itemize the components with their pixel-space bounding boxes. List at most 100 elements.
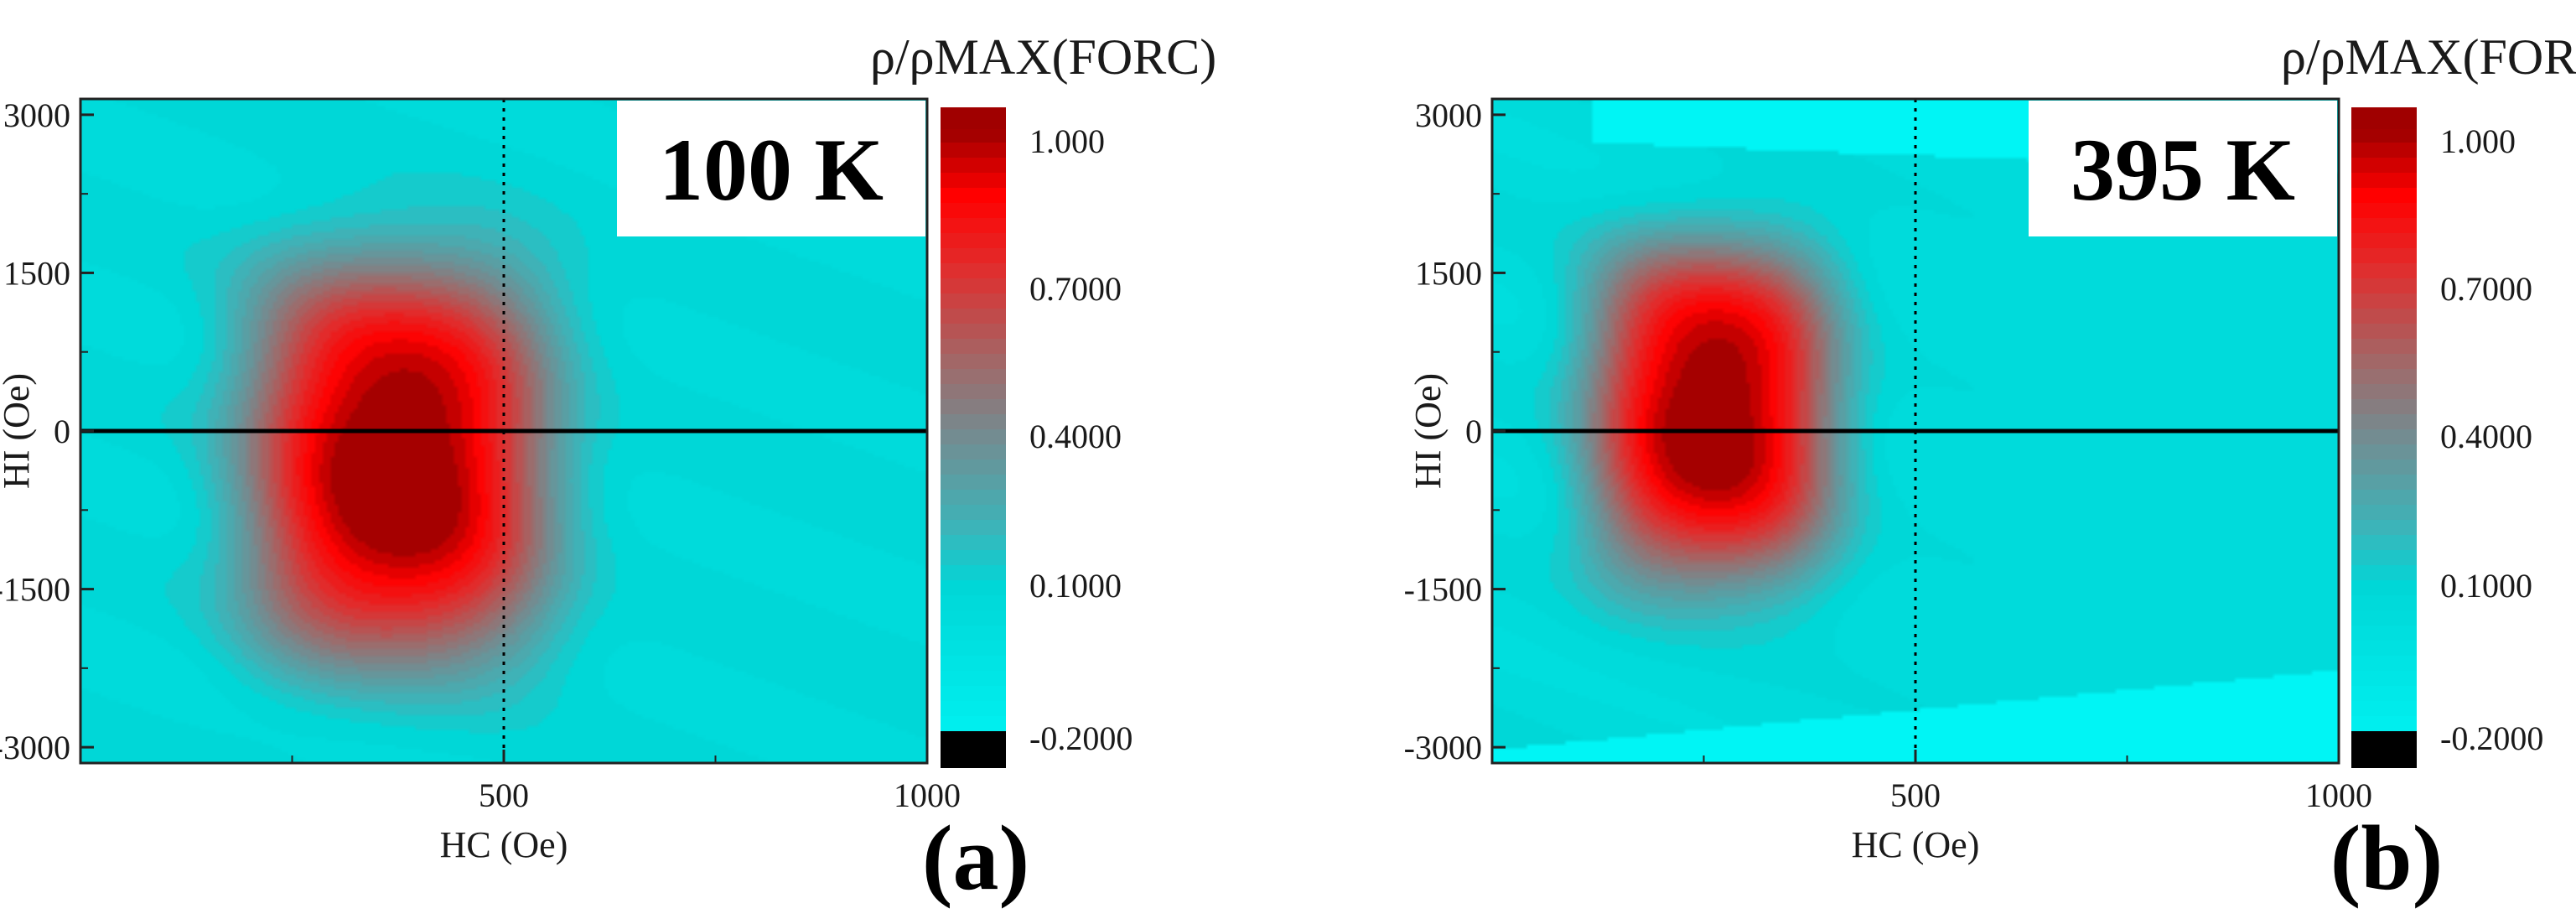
colorbar-step bbox=[941, 716, 1006, 732]
colorbar-step bbox=[2351, 143, 2417, 158]
y-tick-label: -1500 bbox=[1404, 571, 1482, 609]
colorbar-step bbox=[941, 203, 1006, 219]
temperature-label-box bbox=[2029, 101, 2337, 236]
colorbar-step bbox=[941, 671, 1006, 687]
colorbar-step bbox=[941, 610, 1006, 626]
y-axis-label: HI (Oe) bbox=[0, 373, 37, 489]
colorbar-step bbox=[941, 626, 1006, 641]
colorbar-step bbox=[941, 565, 1006, 581]
colorbar-step bbox=[941, 460, 1006, 475]
colorbar-tick-label: -0.2000 bbox=[1029, 719, 1133, 757]
colorbar-step bbox=[941, 490, 1006, 506]
y-tick-label: 3000 bbox=[1415, 96, 1482, 134]
colorbar-step bbox=[941, 595, 1006, 611]
forc-panel-a: 3000 1500 0 -1500 -3000 500 1000 HC (Oe) HI (Oe)… bbox=[0, 29, 1216, 909]
colorbar-step bbox=[2351, 656, 2417, 672]
colorbar-step bbox=[941, 309, 1006, 325]
colorbar-step bbox=[2351, 248, 2417, 264]
colorbar-step bbox=[2351, 535, 2417, 551]
colorbar-step bbox=[2351, 233, 2417, 249]
colorbar-step bbox=[2351, 550, 2417, 566]
colorbar-top-cap bbox=[941, 107, 1006, 129]
panel-label: (b) bbox=[2330, 807, 2443, 909]
colorbar-step bbox=[2351, 610, 2417, 626]
colorbar-step bbox=[2351, 716, 2417, 732]
colorbar-step bbox=[941, 218, 1006, 234]
colorbar-step bbox=[941, 127, 1006, 143]
colorbar-step bbox=[2351, 354, 2417, 370]
colorbar-step bbox=[2351, 626, 2417, 641]
colorbar-step bbox=[2351, 701, 2417, 717]
colorbar-title: ρ/ρMAX(FORC) bbox=[870, 29, 1216, 85]
colorbar-step bbox=[2351, 218, 2417, 234]
colorbar-step bbox=[2351, 384, 2417, 400]
colorbar-tick-label: 0.7000 bbox=[2440, 270, 2532, 308]
colorbar-bottom-cap bbox=[941, 731, 1006, 768]
colorbar-step bbox=[941, 233, 1006, 249]
colorbar-step bbox=[941, 278, 1006, 294]
colorbar-step bbox=[941, 293, 1006, 309]
temperature-label: 395 K bbox=[2071, 121, 2295, 219]
colorbar-title: ρ/ρMAX(FORC) bbox=[2281, 29, 2576, 85]
colorbar-step bbox=[2351, 580, 2417, 596]
colorbar-step bbox=[2351, 595, 2417, 611]
colorbar-tick-label: 0.4000 bbox=[2440, 418, 2532, 455]
colorbar-step bbox=[941, 686, 1006, 702]
colorbar-step bbox=[941, 158, 1006, 174]
colorbar-step bbox=[941, 520, 1006, 536]
colorbar-step bbox=[941, 188, 1006, 204]
y-tick-label: 3000 bbox=[3, 96, 70, 134]
temperature-label: 100 K bbox=[659, 121, 884, 219]
colorbar-step bbox=[941, 550, 1006, 566]
colorbar-step bbox=[941, 263, 1006, 279]
colorbar-step bbox=[2351, 324, 2417, 340]
colorbar-step bbox=[2351, 490, 2417, 506]
colorbar-step bbox=[2351, 671, 2417, 687]
colorbar-step bbox=[2351, 158, 2417, 174]
colorbar-step bbox=[2351, 429, 2417, 445]
colorbar-tick-label: 0.1000 bbox=[2440, 567, 2532, 605]
colorbar-step bbox=[941, 505, 1006, 521]
colorbar-step bbox=[941, 656, 1006, 672]
colorbar-tick-label: 0.7000 bbox=[1029, 270, 1122, 308]
x-tick-label: 1000 bbox=[894, 776, 961, 814]
y-tick-label: 1500 bbox=[1415, 254, 1482, 292]
colorbar-tick-label: -0.2000 bbox=[2440, 719, 2543, 757]
colorbar-bottom-cap bbox=[2351, 731, 2417, 768]
colorbar-step bbox=[941, 173, 1006, 189]
y-tick-label: -3000 bbox=[0, 729, 70, 766]
colorbar-step bbox=[2351, 505, 2417, 521]
y-tick-label: 0 bbox=[54, 413, 70, 450]
colorbar-step bbox=[2351, 127, 2417, 143]
colorbar-step bbox=[941, 324, 1006, 340]
colorbar-step bbox=[2351, 414, 2417, 430]
y-tick-label: 0 bbox=[1465, 413, 1482, 450]
y-tick-label: -3000 bbox=[1404, 729, 1482, 766]
colorbar-tick-label: 0.4000 bbox=[1029, 418, 1122, 455]
colorbar-step bbox=[941, 535, 1006, 551]
colorbar-step bbox=[2351, 520, 2417, 536]
colorbar-step bbox=[941, 384, 1006, 400]
colorbar-step bbox=[941, 475, 1006, 491]
x-tick-label: 500 bbox=[1890, 776, 1941, 814]
colorbar-step bbox=[941, 414, 1006, 430]
panel-label: (a) bbox=[922, 807, 1029, 909]
colorbar-step bbox=[2351, 399, 2417, 415]
colorbar-step bbox=[941, 248, 1006, 264]
y-tick-label: 1500 bbox=[3, 254, 70, 292]
colorbar-step bbox=[941, 444, 1006, 460]
colorbar-tick-label: 0.1000 bbox=[1029, 567, 1122, 605]
colorbar-step bbox=[2351, 263, 2417, 279]
colorbar-step bbox=[2351, 444, 2417, 460]
x-axis-label: HC (Oe) bbox=[1852, 824, 1980, 865]
colorbar-step bbox=[2351, 641, 2417, 657]
forc-panel-b: 3000 1500 0 -1500 -3000 500 1000 HC (Oe) HI (Oe)… bbox=[1404, 29, 2576, 909]
colorbar-step bbox=[941, 429, 1006, 445]
colorbar-step bbox=[2351, 293, 2417, 309]
colorbar-step bbox=[941, 399, 1006, 415]
colorbar-step bbox=[2351, 278, 2417, 294]
x-tick-label: 500 bbox=[479, 776, 529, 814]
colorbar-step bbox=[2351, 173, 2417, 189]
colorbar-step bbox=[2351, 460, 2417, 475]
